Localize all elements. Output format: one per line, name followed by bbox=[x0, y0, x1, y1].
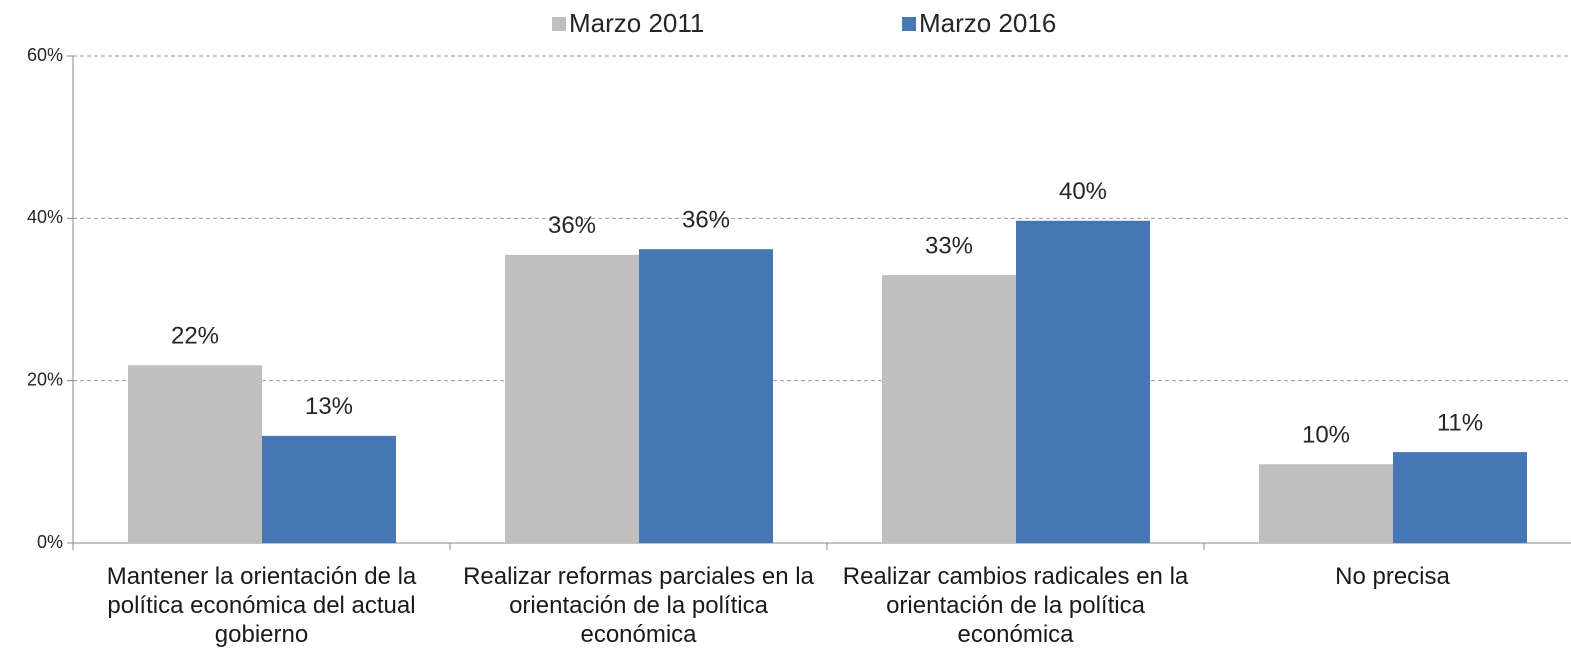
bar bbox=[1016, 220, 1150, 544]
y-tick-label: 40% bbox=[27, 207, 63, 227]
legend-label: Marzo 2011 bbox=[569, 8, 704, 38]
bar bbox=[1393, 452, 1527, 543]
data-label: 40% bbox=[1059, 178, 1107, 205]
x-tick-label: Mantener la orientación de la política e… bbox=[106, 563, 417, 648]
bar bbox=[505, 254, 639, 543]
legend-swatch bbox=[902, 17, 916, 31]
bar bbox=[262, 435, 396, 543]
data-label: 11% bbox=[1437, 409, 1483, 436]
data-label: 33% bbox=[925, 232, 973, 259]
data-label: 13% bbox=[305, 393, 353, 420]
data-label: 36% bbox=[548, 212, 596, 239]
bar bbox=[882, 275, 1016, 543]
data-label: 22% bbox=[171, 323, 219, 350]
x-tick-label: Realizar reformas parciales en la orient… bbox=[463, 563, 814, 648]
x-tick-label: No precisa bbox=[1335, 563, 1450, 590]
legend-label: Marzo 2016 bbox=[919, 8, 1056, 38]
bar bbox=[128, 365, 262, 543]
y-tick-label: 0% bbox=[37, 532, 63, 552]
data-label: 36% bbox=[682, 207, 730, 234]
x-tick-label: Realizar cambios radicales en la orienta… bbox=[842, 563, 1189, 648]
legend-swatch bbox=[552, 17, 566, 31]
data-label: 10% bbox=[1302, 422, 1350, 449]
y-tick-label: 20% bbox=[27, 369, 63, 389]
bar bbox=[1259, 464, 1393, 543]
bar bbox=[639, 249, 773, 543]
y-tick-label: 60% bbox=[27, 45, 63, 65]
